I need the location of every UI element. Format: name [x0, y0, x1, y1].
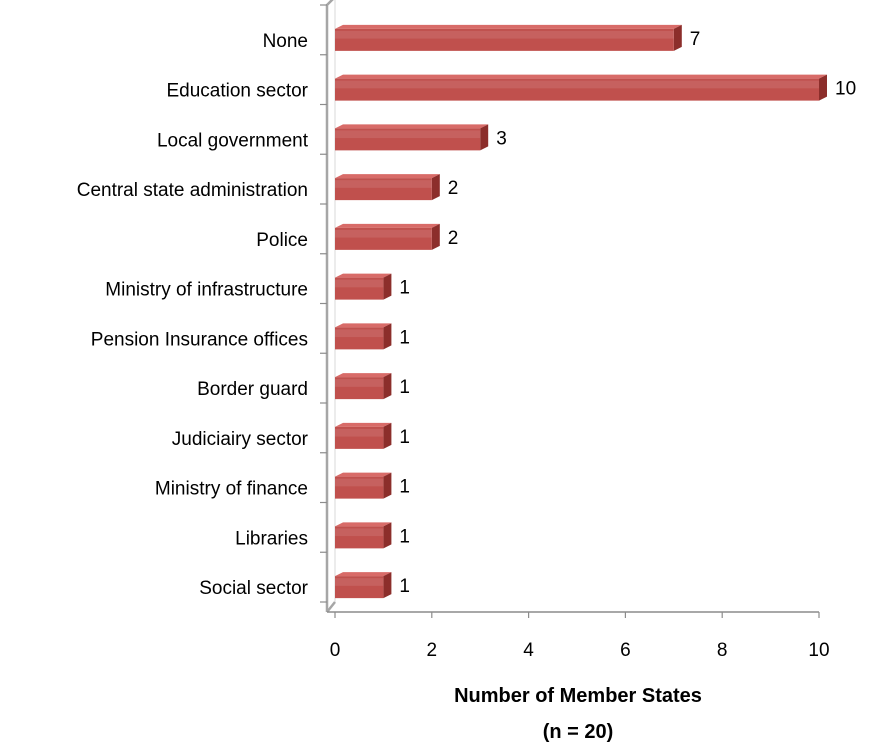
- bar-side-face: [383, 522, 392, 549]
- label-layer: 0 2 4 6 8 10 None 7 Education sector 10 Local gove…: [77, 29, 856, 661]
- bar-highlight: [335, 130, 481, 139]
- data-label: 1: [399, 278, 410, 299]
- bar-top-face: [335, 373, 392, 378]
- category-label: Police: [256, 230, 308, 251]
- data-label: 1: [399, 327, 410, 348]
- bar-6: [335, 323, 392, 350]
- bar-11: [335, 572, 392, 599]
- bar-front-face: [335, 78, 819, 101]
- bar-layer: [335, 24, 827, 599]
- bar-front-face: [335, 377, 384, 400]
- bar-3: [335, 174, 440, 201]
- bar-top-face: [335, 472, 392, 477]
- bar-front-face: [335, 128, 481, 151]
- data-label: 2: [448, 228, 459, 249]
- bar-5: [335, 273, 392, 300]
- bar-side-face: [383, 373, 392, 400]
- x-tick-label: 10: [808, 640, 829, 661]
- bar-highlight: [335, 578, 384, 586]
- bar-highlight: [335, 428, 384, 437]
- bar-top-face: [335, 174, 440, 179]
- bar-top-face: [335, 323, 392, 328]
- bar-front-face: [335, 526, 384, 549]
- bar-top-face: [335, 223, 440, 228]
- bar-4: [335, 223, 440, 250]
- data-label: 10: [835, 79, 856, 100]
- data-label: 1: [399, 477, 410, 498]
- bar-side-face: [383, 273, 392, 300]
- x-tick-label: 2: [427, 640, 438, 661]
- bar-front-face: [335, 426, 384, 449]
- bar-highlight: [335, 279, 384, 288]
- data-label: 1: [399, 427, 410, 448]
- category-label: Central state administration: [77, 180, 308, 201]
- bar-front-face: [335, 227, 432, 250]
- bar-front-face: [335, 277, 384, 300]
- bar-top-face: [335, 74, 827, 79]
- category-label: Judiciairy sector: [172, 429, 309, 450]
- bar-highlight: [335, 379, 384, 387]
- category-label: Ministry of infrastructure: [105, 280, 308, 301]
- bar-highlight: [335, 528, 384, 537]
- bar-top-face: [335, 522, 392, 527]
- bar-side-face: [673, 24, 682, 51]
- bar-front-face: [335, 576, 384, 599]
- bar-8: [335, 422, 392, 449]
- category-label: None: [263, 31, 308, 52]
- bar-highlight: [335, 30, 674, 39]
- bar-highlight: [335, 329, 384, 338]
- data-label: 7: [690, 29, 701, 50]
- bar-highlight: [335, 229, 432, 238]
- bar-front-face: [335, 28, 674, 51]
- floor-edge: [326, 601, 336, 613]
- category-label: Border guard: [197, 379, 308, 400]
- data-label: 2: [448, 178, 459, 199]
- bar-top-face: [335, 422, 392, 427]
- bar-side-face: [819, 74, 827, 101]
- bar-front-face: [335, 327, 384, 350]
- bar-top-face: [335, 273, 392, 278]
- category-label: Social sector: [199, 578, 308, 599]
- bar-side-face: [431, 223, 440, 250]
- bar-highlight: [335, 80, 819, 89]
- x-axis-title-line-1: Number of Member States: [454, 685, 702, 707]
- category-label: Ministry of finance: [155, 479, 308, 500]
- back-wall-edge: [325, 0, 334, 612]
- x-tick-label: 0: [330, 640, 341, 661]
- category-label: Pension Insurance offices: [91, 329, 308, 350]
- bar-side-face: [383, 472, 392, 499]
- category-label: Libraries: [235, 528, 308, 549]
- bar-side-face: [383, 323, 392, 350]
- bar-top-face: [335, 24, 682, 29]
- data-label: 1: [399, 576, 410, 597]
- bar-front-face: [335, 476, 384, 499]
- x-axis-title-line-2: (n = 20): [543, 721, 614, 743]
- x-tick-label: 4: [523, 640, 534, 661]
- bar-0: [335, 24, 682, 51]
- category-label: Local government: [157, 130, 309, 151]
- data-label: 1: [399, 377, 410, 398]
- bar-side-face: [383, 422, 392, 449]
- bar-1: [335, 74, 827, 101]
- data-label: 1: [399, 526, 410, 547]
- bar-10: [335, 522, 392, 549]
- bar-side-face: [431, 174, 440, 201]
- bar-top-face: [335, 572, 392, 577]
- category-label: Education sector: [166, 81, 308, 102]
- x-tick-label: 8: [717, 640, 728, 661]
- data-label: 3: [496, 128, 507, 149]
- bar-side-face: [383, 572, 392, 599]
- bar-top-face: [335, 124, 489, 129]
- bar-7: [335, 373, 392, 400]
- bar-9: [335, 472, 392, 499]
- bar-front-face: [335, 178, 432, 201]
- bar-highlight: [335, 180, 432, 188]
- bar-highlight: [335, 478, 384, 487]
- bar-2: [335, 124, 489, 151]
- bar-side-face: [480, 124, 489, 151]
- x-tick-label: 6: [620, 640, 631, 661]
